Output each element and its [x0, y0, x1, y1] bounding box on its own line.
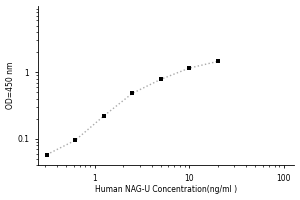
Point: [158, 78, 163, 81]
Point: [130, 92, 135, 95]
Point: [101, 114, 106, 118]
Point: [187, 67, 191, 70]
X-axis label: Human NAG-U Concentration(ng/ml ): Human NAG-U Concentration(ng/ml ): [95, 185, 237, 194]
Y-axis label: OD=450 nm: OD=450 nm: [6, 62, 15, 109]
Point: [215, 60, 220, 63]
Point: [44, 153, 49, 156]
Point: [73, 139, 78, 142]
